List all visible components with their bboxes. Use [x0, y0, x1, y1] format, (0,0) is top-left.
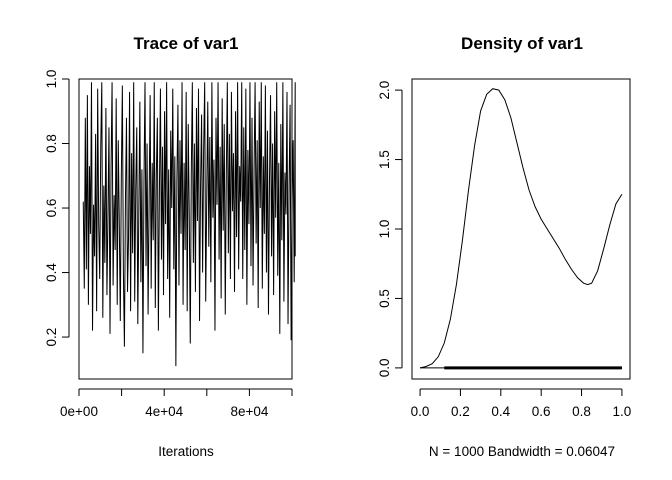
trace-x-axis-label: Iterations: [158, 444, 214, 459]
density-series-line: [419, 88, 623, 369]
trace-x-tick-label: 8e+04: [230, 404, 268, 419]
trace-y-tick-label: 0.8: [44, 134, 59, 153]
trace-x-axis: 0e+00 4e+04 8e+04: [60, 388, 293, 419]
trace-y-tick-label: 0.6: [44, 199, 59, 218]
density-y-tick-label: 1.0: [377, 220, 392, 239]
trace-panel: Trace of var1 0.2 0.4 0.6 0.8 1.0 0e+00 4e+04…: [44, 34, 296, 459]
trace-y-tick-label: 0.4: [44, 263, 59, 282]
density-y-tick-label: 2.0: [377, 81, 392, 100]
trace-y-axis: 0.2 0.4 0.6 0.8 1.0: [44, 70, 70, 347]
trace-y-tick-label: 1.0: [44, 70, 59, 89]
density-y-tick-label: 1.5: [377, 150, 392, 169]
density-rug-band: [444, 366, 622, 370]
density-x-tick-label: 1.0: [613, 404, 632, 419]
density-y-axis: 0.0 0.5 1.0 1.5 2.0: [377, 81, 403, 377]
density-y-tick-label: 0.0: [377, 358, 392, 377]
density-x-tick-label: 0.8: [572, 404, 591, 419]
density-x-axis-label: N = 1000 Bandwidth = 0.06047: [429, 444, 615, 459]
trace-y-tick-label: 0.2: [44, 328, 59, 347]
density-y-tick-label: 0.5: [377, 289, 392, 308]
density-x-tick-label: 0.4: [491, 404, 510, 419]
density-x-tick-label: 0.2: [451, 404, 470, 419]
density-x-tick-label: 0.6: [532, 404, 551, 419]
trace-series-line: [82, 82, 296, 367]
trace-title: Trace of var1: [134, 34, 239, 53]
density-title: Density of var1: [461, 34, 583, 53]
density-panel: Density of var1 0.00.51.01.52.0 0.0 0.2 0.…: [377, 34, 631, 459]
density-rug: [420, 366, 622, 370]
density-x-axis: 0.0 0.2 0.4 0.6 0.8 1.0: [411, 388, 632, 419]
trace-x-tick-label: 0e+00: [60, 404, 98, 419]
trace-x-tick-label: 4e+04: [145, 404, 183, 419]
density-x-tick-label: 0.0: [411, 404, 430, 419]
density-plot-box: [411, 78, 631, 380]
